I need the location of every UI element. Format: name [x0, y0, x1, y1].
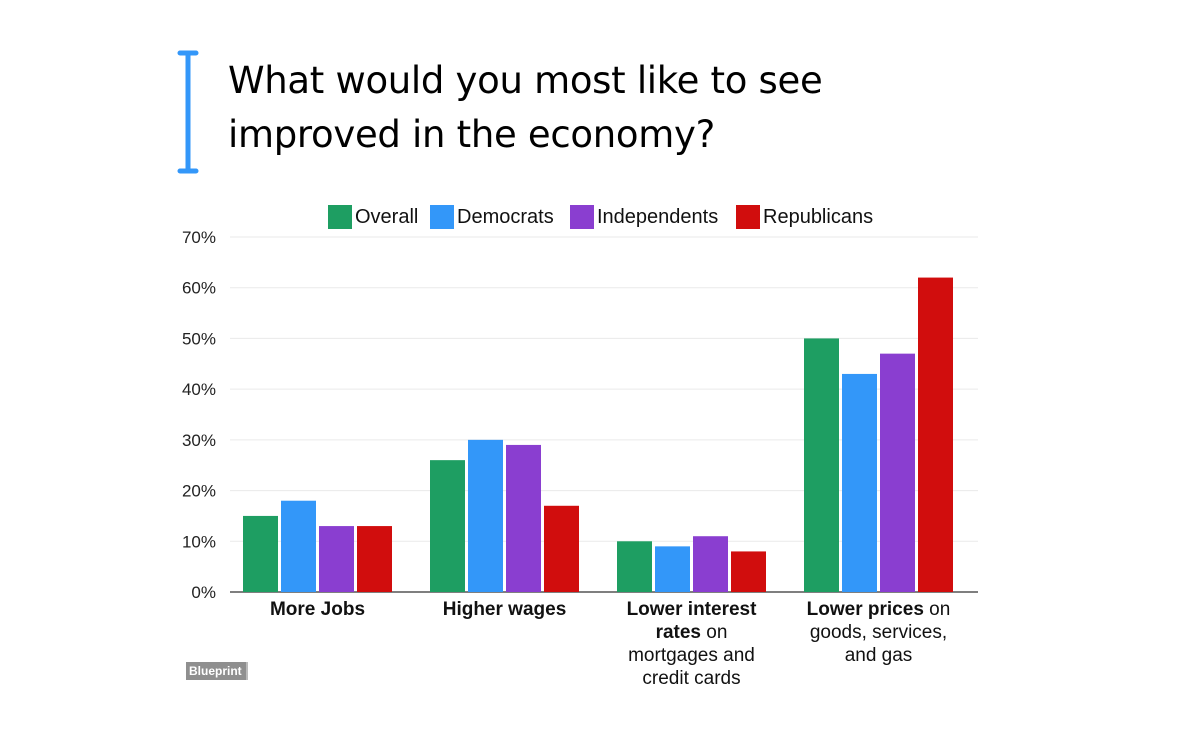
bar-independents [880, 353, 915, 592]
legend-label-republicans: Republicans [763, 206, 873, 228]
legend-label-independents: Independents [597, 206, 718, 228]
bar-democrats [655, 546, 690, 592]
legend-swatch-democrats [430, 205, 454, 229]
y-tick-label: 40% [182, 380, 216, 399]
bar-independents [319, 526, 354, 592]
x-category-label: Higher wages [443, 599, 567, 620]
legend-label-overall: Overall [355, 206, 418, 228]
bar-democrats [842, 373, 877, 592]
bar-republicans [544, 505, 579, 592]
chart-title: What would you most like to see improved… [228, 59, 823, 156]
x-category-label: and gas [845, 645, 913, 666]
legend-swatch-republicans [736, 205, 760, 229]
bar-overall [243, 515, 278, 592]
y-tick-label: 50% [182, 329, 216, 348]
legend-swatch-overall [328, 205, 352, 229]
y-tick-label: 20% [182, 482, 216, 501]
x-category-label: goods, services, [810, 622, 947, 643]
y-tick-label: 30% [182, 431, 216, 450]
x-category-label: Lower interest [627, 599, 758, 620]
y-tick-label: 60% [182, 279, 216, 298]
bar-independents [693, 536, 728, 592]
legend-swatch-independents [570, 205, 594, 229]
y-tick-label: 0% [191, 583, 216, 602]
brand-logo: Blueprint [186, 662, 248, 680]
x-category-label: credit cards [642, 668, 740, 689]
x-category-label: rates on [656, 622, 728, 643]
legend-label-democrats: Democrats [457, 206, 554, 228]
bar-overall [804, 338, 839, 592]
x-category-label: More Jobs [270, 599, 365, 620]
x-category-label: mortgages and [628, 645, 755, 666]
bar-democrats [468, 439, 503, 592]
bar-democrats [281, 500, 316, 592]
bar-overall [617, 541, 652, 592]
title-bracket-icon [177, 50, 199, 174]
y-tick-label: 70% [182, 228, 216, 247]
bar-independents [506, 444, 541, 592]
bar-overall [430, 460, 465, 592]
x-category-label: Lower prices on [807, 599, 951, 620]
bar-republicans [918, 277, 953, 592]
bar-republicans [731, 551, 766, 592]
y-tick-label: 10% [182, 532, 216, 551]
bar-republicans [357, 526, 392, 592]
